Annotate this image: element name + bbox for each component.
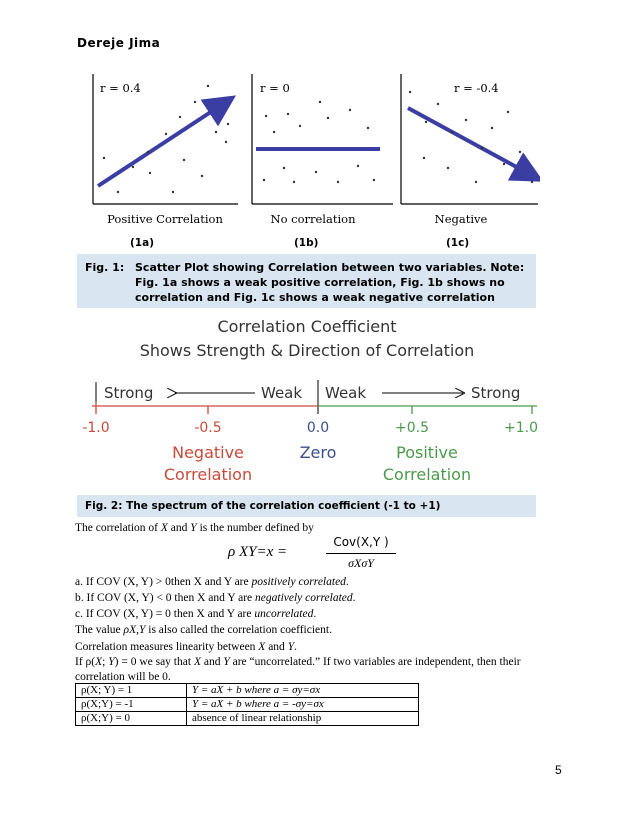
panel-1a [92,74,238,205]
positive-label-line1: Positive [396,443,458,462]
panel-1c-title: Negative [435,212,488,226]
panel-1a-tag: (1a) [130,237,154,249]
table-cell: Y = aX + b where a = -σy=σx [186,697,419,712]
label-right-strong: Strong [471,384,520,402]
negative-trend-arrow [407,106,540,182]
negative-label-line1: Negative [172,443,244,462]
value-line: The value ρX,Y is also called the correl… [75,624,332,636]
table-cell: Y = aX + b where a = σy=σx [186,683,419,698]
tick-zero: 0.0 [307,420,329,436]
spectrum-title-line1: Correlation Coefficient [217,317,396,336]
correlation-formula: ρ XY=x = Cov(X,Y ) σXσY [228,535,398,575]
figure-1-caption-label: Fig. 1: [85,261,125,274]
panel-1a-title: Positive Correlation [107,212,223,226]
zero-label: Zero [300,443,337,462]
item-b: b. If COV (X, Y) < 0 then X and Y are ne… [75,592,356,604]
page-number: 5 [555,763,562,777]
label-right-weak: Weak [325,384,366,402]
label-left-weak: Weak [261,384,302,402]
intro-line: The correlation of X and Y is the number… [75,522,314,534]
negative-label-line2: Correlation [164,465,252,484]
scatter-panels-svg: r = 0.4 r = 0 r = -0.4 Positive Correlat… [92,74,540,249]
table-cell: ρ(X;Y) = 0 [75,711,187,726]
panel-1c-tag: (1c) [446,237,469,249]
positive-label-line2: Correlation [383,465,471,484]
table-row: ρ(X;Y) = 0 absence of linear relationshi… [75,711,419,726]
panel-1b-r-label: r = 0 [260,81,290,95]
correlation-table: ρ(X; Y) = 1 Y = aX + b where a = σy=σx ρ… [75,683,419,726]
spectrum-title-line2: Shows Strength & Direction of Correlatio… [140,341,475,360]
formula-denominator: σXσY [348,556,374,570]
table-cell: ρ(X; Y) = 1 [75,683,187,698]
tick-pos-1: +1.0 [504,420,537,436]
formula-numerator: Cov(X,Y ) [333,535,389,549]
panel-1c-r-label: r = -0.4 [454,81,499,95]
figure-1-caption-text: Scatter Plot showing Correlation between… [135,261,525,304]
figure-2-caption: Fig. 2: The spectrum of the correlation … [77,495,536,517]
label-left-strong: Strong [104,384,153,402]
table-cell: ρ(X;Y) = -1 [75,697,187,712]
figure-1-scatter-panels: r = 0.4 r = 0 r = -0.4 Positive Correlat… [88,72,540,258]
figure-1-caption: Fig. 1: Scatter Plot showing Correlation… [77,254,536,308]
figure-2-correlation-spectrum: Correlation Coefficient Shows Strength &… [77,310,538,495]
positive-trend-arrow [96,95,237,188]
panel-1b-tag: (1b) [294,237,318,249]
formula-lhs: ρ XY=x = [228,544,288,560]
panel-1c [400,74,540,205]
panel-1b-title: No correlation [271,212,357,226]
running-header: Dereje Jima [77,36,161,50]
measures-line: Correlation measures linearity between X… [75,641,297,653]
spectrum-svg: Correlation Coefficient Shows Strength &… [82,317,538,484]
item-a: a. If COV (X, Y) > 0then X and Y are pos… [75,576,349,588]
item-c: c. If COV (X, Y) = 0 then X and Y are un… [75,608,317,620]
panel-1a-r-label: r = 0.4 [100,81,141,95]
table-row: ρ(X;Y) = -1 Y = aX + b where a = -σy=σx [75,697,419,712]
uncorrelated-paragraph: If ρ(X; Y) = 0 we say that X and Y are “… [75,656,521,683]
table-row: ρ(X; Y) = 1 Y = aX + b where a = σy=σx [75,683,419,698]
panel-1b [251,74,393,205]
tick-pos-0-5: +0.5 [395,420,429,436]
table-cell: absence of linear relationship [186,711,419,726]
tick-neg-0-5: -0.5 [194,420,221,436]
tick-neg-1: -1.0 [82,420,109,436]
